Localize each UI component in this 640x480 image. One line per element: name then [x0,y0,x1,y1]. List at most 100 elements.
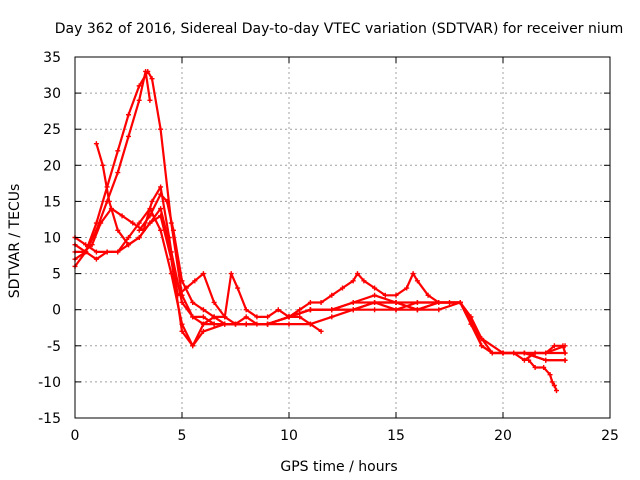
data-point [89,242,95,248]
data-point [126,112,131,118]
data-point [126,235,131,240]
data-point [350,307,356,313]
data-point [243,307,249,313]
data-point [479,343,485,349]
y-tick-label: 15 [43,194,61,210]
data-point [307,299,313,305]
data-point [211,299,217,305]
data-point [372,299,378,305]
data-point [560,343,566,349]
y-tick-label: 25 [43,122,61,138]
data-point [489,350,495,356]
data-point [190,314,196,320]
data-point [414,278,420,284]
data-point [425,292,431,298]
data-point [329,307,335,313]
axes [74,56,611,419]
series-line [138,193,323,333]
data-point [521,350,527,356]
data-point [350,299,356,305]
data-point [158,206,164,212]
data-point [243,321,249,327]
y-axis-label: SDTVAR / TECUs [7,184,23,299]
data-point [158,191,164,197]
data-point [200,307,206,313]
series-track-10 [526,357,559,394]
data-point [233,321,238,327]
data-point [526,357,532,363]
data-point [554,388,559,394]
data-point [329,292,335,298]
x-tick-label: 5 [178,428,187,444]
data-point [93,141,99,147]
y-tick-label: 5 [52,267,61,283]
data-point [541,364,547,370]
data-point [115,170,121,176]
data-point [179,321,185,327]
data-point [372,285,378,291]
x-tick-label: 0 [71,428,80,444]
data-point [543,350,549,356]
data-point [222,321,228,327]
data-point [436,299,442,305]
x-tick-label: 20 [494,428,512,444]
data-point [532,350,538,356]
data-point [372,292,378,298]
data-point [521,357,527,363]
series-line [73,185,567,355]
data-point [136,227,142,233]
data-point [265,314,271,320]
data-point [551,343,557,349]
data-point [149,198,155,204]
data-point [168,249,174,255]
data-point [307,307,313,313]
data-point [115,148,121,154]
data-point [168,271,174,277]
data-point [350,278,356,284]
data-point [228,271,234,277]
series-track-6 [72,206,463,327]
data-point [532,364,538,370]
data-point [190,343,196,349]
data-point [254,314,260,320]
y-tick-label: 10 [43,231,61,247]
data-point [136,97,142,103]
x-tick-label: 25 [601,428,619,444]
data-point [158,227,164,233]
data-point [192,278,198,284]
series-track-9 [500,343,568,363]
data-point [147,213,153,219]
data-point [543,357,549,363]
data-point [500,350,506,356]
data-point [297,314,303,320]
data-point [275,307,281,313]
data-point [447,299,452,305]
data-point [115,227,121,233]
data-point [93,256,99,262]
data-point [404,285,410,291]
data-point [143,68,149,74]
y-tick-label: -5 [47,339,61,355]
data-point [547,372,553,378]
data-point [382,292,388,298]
data-point [549,379,555,385]
data-point [179,328,185,334]
data-point [200,321,206,327]
data-point [372,307,378,313]
data-point [243,314,249,320]
data-point [83,242,89,248]
data-point [190,299,196,305]
series-line [73,207,462,326]
data-point [361,278,367,284]
data-point [222,314,228,320]
data-point [286,314,292,320]
y-tick-label: -10 [38,375,61,391]
data-point [83,249,89,255]
y-tick-label: -15 [38,411,61,427]
series-line [73,207,567,362]
data-point [318,299,324,305]
y-tick-label: 35 [43,50,61,66]
y-tick-label: 20 [43,158,61,174]
data-point [179,278,185,284]
data-point [393,307,399,313]
